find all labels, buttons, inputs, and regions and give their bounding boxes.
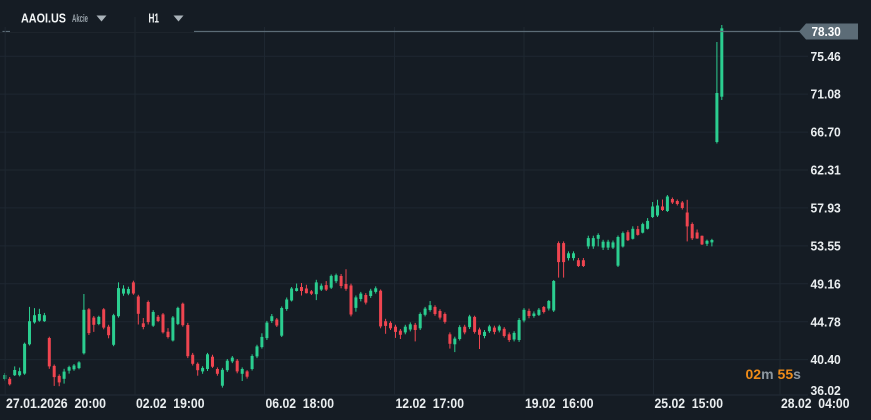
svg-text:78.30: 78.30 (812, 24, 841, 39)
svg-text:53.55: 53.55 (811, 239, 841, 254)
svg-text:36.02: 36.02 (811, 383, 841, 398)
svg-text:02.02 19:00: 02.02 19:00 (136, 395, 205, 411)
svg-text:28.02 04:00: 28.02 04:00 (781, 395, 850, 411)
svg-text:H1: H1 (149, 11, 160, 26)
svg-text:44.78: 44.78 (811, 314, 841, 329)
svg-text:62.31: 62.31 (811, 163, 841, 178)
svg-text:49.16: 49.16 (811, 276, 841, 291)
svg-text:19.02 16:00: 19.02 16:00 (525, 395, 594, 411)
svg-text:25.02 15:00: 25.02 15:00 (655, 395, 724, 411)
svg-text:06.02 18:00: 06.02 18:00 (266, 395, 335, 411)
svg-text:12.02 17:00: 12.02 17:00 (396, 395, 465, 411)
svg-text:66.70: 66.70 (811, 125, 841, 140)
svg-text:75.46: 75.46 (811, 49, 841, 64)
svg-text:AAOI.US: AAOI.US (21, 11, 66, 26)
svg-text:57.93: 57.93 (811, 201, 841, 216)
svg-text:Akcie: Akcie (72, 13, 88, 25)
svg-text:71.08: 71.08 (811, 87, 841, 102)
svg-text:27.01.2026 20:00: 27.01.2026 20:00 (6, 395, 106, 411)
svg-text:40.40: 40.40 (811, 352, 841, 367)
